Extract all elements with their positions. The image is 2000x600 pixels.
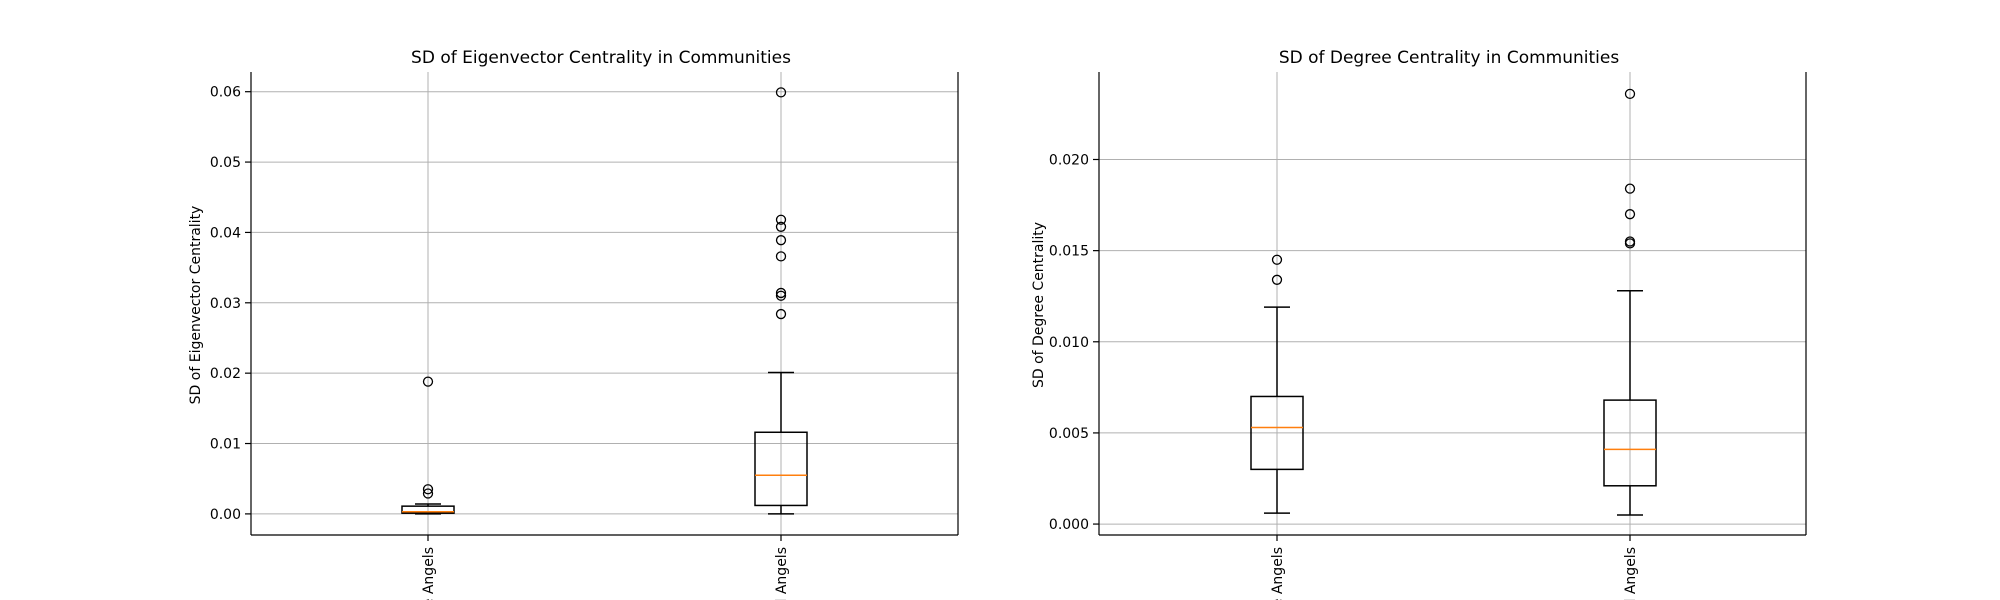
eigenvector-box-2: [754, 87, 808, 515]
eigenvector-y-tick-label: 0.05: [210, 155, 241, 171]
degree-y-tick-label: 0.015: [1049, 244, 1089, 260]
outlier-point: [422, 484, 434, 495]
eigenvector-box-1: [401, 376, 455, 515]
degree-x-tick-label: d Angels: [1623, 547, 1639, 600]
outlier-point: [775, 287, 787, 299]
outlier-point: [1271, 274, 1283, 285]
degree-y-tick-label: 0.005: [1049, 426, 1089, 442]
outlier-point: [775, 308, 787, 320]
degree-grid: [1099, 72, 1806, 535]
iqr-box: [1250, 395, 1304, 471]
eigenvector-boxplot-panel: SD of Eigenvector Centrality in Communit…: [188, 48, 959, 600]
outlier-point: [422, 376, 434, 387]
outlier-point: [775, 221, 787, 232]
degree-y-axis-label: SD of Degree Centrality: [1031, 222, 1047, 388]
degree-boxplot-panel: SD of Degree Centrality in Communities S…: [1031, 48, 1807, 600]
degree-axes: [1098, 72, 1807, 536]
eigenvector-boxes: [401, 87, 808, 515]
eigenvector-y-tick-label: 0.04: [210, 225, 241, 241]
degree-box-2: [1603, 88, 1657, 516]
outlier-point: [1624, 88, 1636, 100]
outlier-point: [775, 251, 787, 262]
eigenvector-x-tick-label: e Angels: [421, 547, 437, 600]
iqr-box: [1603, 399, 1657, 487]
degree-box-1: [1250, 254, 1304, 514]
eigenvector-axes: [250, 72, 959, 536]
degree-ticks: 0.000 0.005 0.010 0.015 0.020 e Angels d Angel…: [1049, 152, 1639, 600]
iqr-box: [754, 431, 808, 507]
outlier-point: [775, 214, 787, 225]
eigenvector-x-tick-label: d Angels: [774, 547, 790, 600]
eigenvector-y-tick-label: 0.03: [210, 296, 241, 312]
outlier-point: [1624, 238, 1636, 249]
outlier-point: [1271, 254, 1283, 265]
outlier-point: [775, 290, 787, 301]
outlier-point: [422, 488, 434, 499]
eigenvector-y-tick-label: 0.06: [210, 85, 241, 101]
eigenvector-y-tick-label: 0.00: [210, 507, 241, 523]
outlier-point: [1624, 209, 1636, 220]
degree-boxes: [1250, 88, 1657, 516]
eigenvector-grid: [251, 72, 958, 535]
eigenvector-y-tick-label: 0.01: [210, 437, 241, 453]
degree-y-tick-label: 0.000: [1049, 517, 1089, 533]
outlier-point: [1624, 183, 1636, 194]
degree-x-tick-label: e Angels: [1270, 547, 1286, 600]
eigenvector-ticks: 0.00 0.01 0.02 0.03 0.04 0.05 0.06 e Angels d An…: [210, 85, 790, 600]
eigenvector-y-axis-label: SD of Eigenvector Centrality: [188, 206, 204, 405]
degree-y-tick-label: 0.010: [1049, 335, 1089, 351]
degree-chart-title: SD of Degree Centrality in Communities: [1279, 48, 1620, 68]
eigenvector-y-tick-label: 0.02: [210, 366, 241, 382]
degree-y-tick-label: 0.020: [1049, 152, 1089, 168]
outlier-point: [775, 87, 787, 98]
outlier-point: [775, 235, 787, 246]
eigenvector-chart-title: SD of Eigenvector Centrality in Communit…: [411, 48, 791, 68]
iqr-box: [401, 505, 455, 514]
